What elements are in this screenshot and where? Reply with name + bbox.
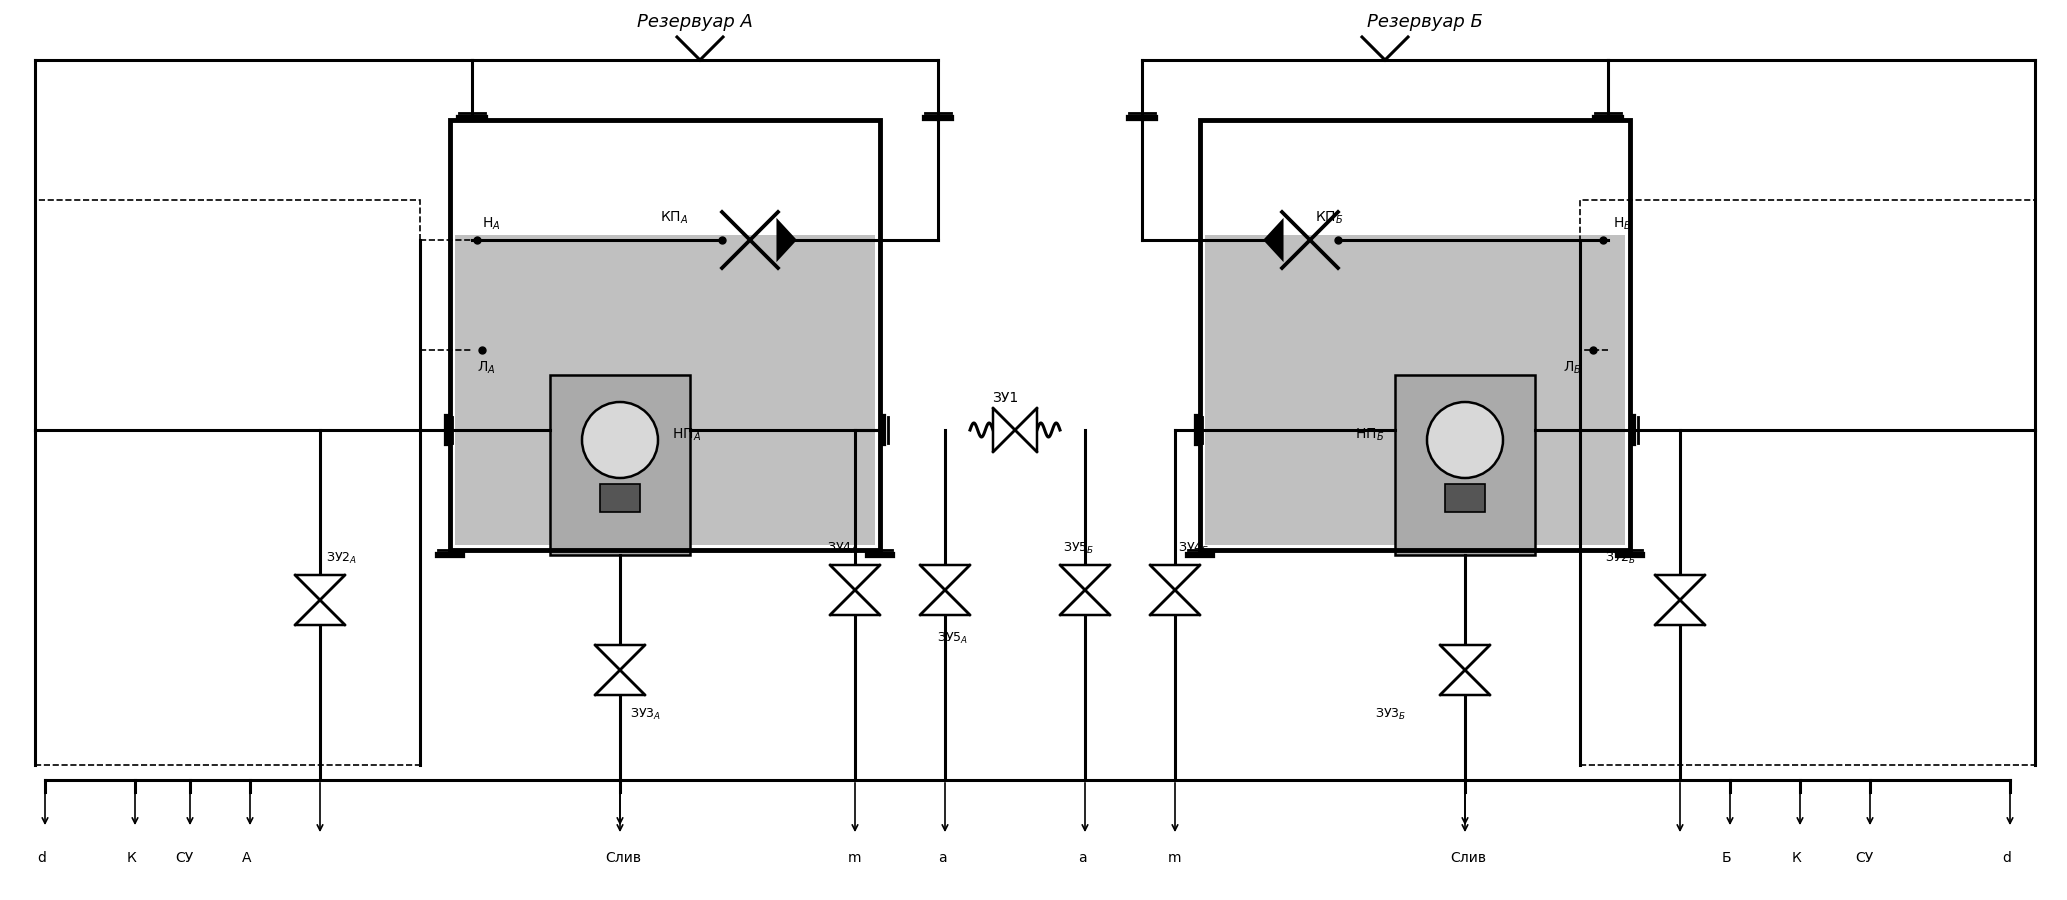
Text: НП$_Б$: НП$_Б$ xyxy=(1356,427,1385,443)
Text: d: d xyxy=(2003,851,2011,865)
Text: Л$_A$: Л$_A$ xyxy=(477,360,496,376)
Text: Резервуар А: Резервуар А xyxy=(637,13,752,31)
Text: ЗУ3$_Б$: ЗУ3$_Б$ xyxy=(1375,707,1406,722)
Polygon shape xyxy=(1149,565,1201,590)
Bar xyxy=(455,235,874,545)
Polygon shape xyxy=(296,600,345,625)
Polygon shape xyxy=(831,565,881,590)
Text: ЗУ3$_A$: ЗУ3$_A$ xyxy=(630,707,661,722)
Bar xyxy=(1395,375,1536,555)
Text: Резервуар Б: Резервуар Б xyxy=(1366,13,1482,31)
Text: Б: Б xyxy=(1722,851,1732,865)
Text: НП$_A$: НП$_A$ xyxy=(672,427,701,443)
Bar xyxy=(35,200,420,765)
Polygon shape xyxy=(1656,600,1705,625)
Bar xyxy=(1445,484,1484,512)
Polygon shape xyxy=(1656,575,1705,600)
Polygon shape xyxy=(920,590,969,615)
Bar xyxy=(599,484,641,512)
Text: ЗУ2$_A$: ЗУ2$_A$ xyxy=(327,551,358,566)
Text: a: a xyxy=(938,851,947,865)
Text: СУ: СУ xyxy=(176,851,192,865)
Text: К: К xyxy=(1792,851,1802,865)
Text: Н$_A$: Н$_A$ xyxy=(482,216,500,232)
Text: ЗУ5$_A$: ЗУ5$_A$ xyxy=(936,631,967,646)
Text: ЗУ4$_A$: ЗУ4$_A$ xyxy=(827,541,858,556)
Text: КП$_Б$: КП$_Б$ xyxy=(1315,210,1344,227)
Polygon shape xyxy=(1441,645,1490,670)
Polygon shape xyxy=(1060,565,1110,590)
Text: a: a xyxy=(1079,851,1087,865)
Polygon shape xyxy=(777,221,796,258)
Text: А: А xyxy=(242,851,252,865)
Text: Н$_Б$: Н$_Б$ xyxy=(1612,216,1631,232)
Text: d: d xyxy=(37,851,45,865)
Text: КП$_A$: КП$_A$ xyxy=(659,210,688,227)
Bar xyxy=(550,375,690,555)
Polygon shape xyxy=(920,565,969,590)
Text: СУ: СУ xyxy=(1854,851,1873,865)
Text: ЗУ2$_Б$: ЗУ2$_Б$ xyxy=(1604,551,1637,566)
Circle shape xyxy=(1426,402,1503,478)
Polygon shape xyxy=(1060,590,1110,615)
Bar xyxy=(1205,235,1625,545)
Bar xyxy=(1579,200,2036,765)
Polygon shape xyxy=(296,575,345,600)
Text: ЗУ4$_Б$: ЗУ4$_Б$ xyxy=(1178,541,1209,556)
Circle shape xyxy=(583,402,657,478)
Text: Л$_Б$: Л$_Б$ xyxy=(1563,360,1581,376)
Text: Слив: Слив xyxy=(1449,851,1486,865)
Polygon shape xyxy=(992,408,1015,452)
Bar xyxy=(451,120,881,550)
Polygon shape xyxy=(1015,408,1038,452)
Text: ЗУ1: ЗУ1 xyxy=(992,391,1019,405)
Polygon shape xyxy=(831,590,881,615)
Text: К: К xyxy=(126,851,136,865)
Polygon shape xyxy=(1265,221,1282,258)
Text: Слив: Слив xyxy=(606,851,641,865)
Text: ЗУ5$_Б$: ЗУ5$_Б$ xyxy=(1062,541,1093,556)
Polygon shape xyxy=(595,645,645,670)
Text: m: m xyxy=(847,851,862,865)
Polygon shape xyxy=(595,670,645,695)
Polygon shape xyxy=(1441,670,1490,695)
Polygon shape xyxy=(1149,590,1201,615)
Text: m: m xyxy=(1168,851,1182,865)
Bar xyxy=(1201,120,1631,550)
